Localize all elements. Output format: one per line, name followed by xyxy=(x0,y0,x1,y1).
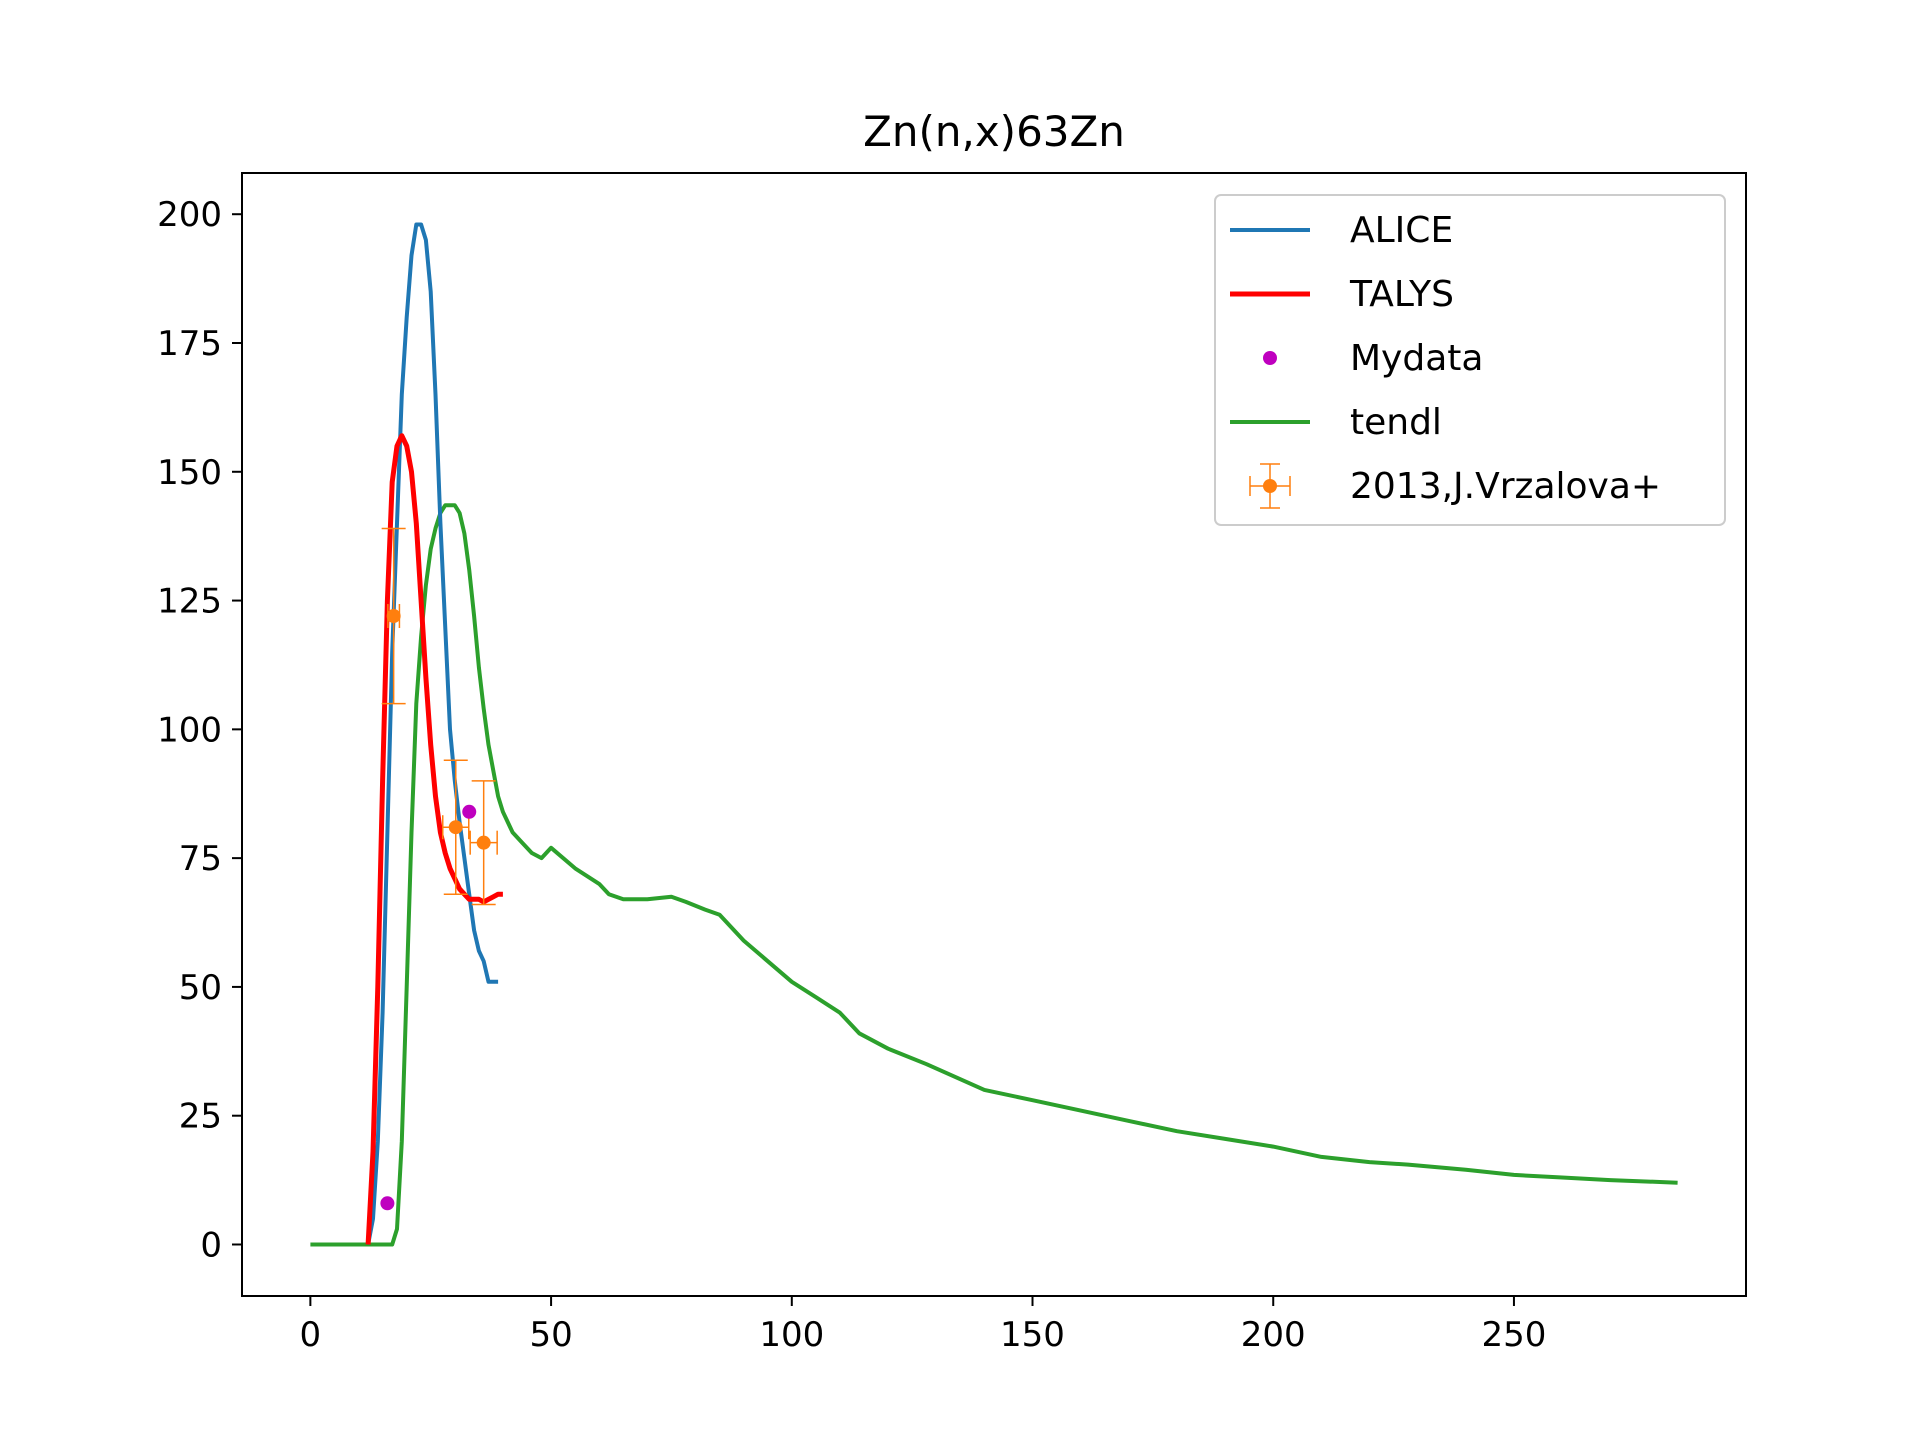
y-tick-label: 0 xyxy=(200,1225,222,1265)
y-tick-label: 150 xyxy=(157,453,222,493)
y-tick-label: 50 xyxy=(179,968,222,1008)
legend-item-talys: TALYS xyxy=(1230,274,1454,315)
errorbar-point xyxy=(469,780,498,906)
chart-title: Zn(n,x)63Zn xyxy=(863,107,1125,156)
data-point-mydata xyxy=(380,1196,395,1211)
y-tick-label: 125 xyxy=(157,582,222,622)
y-tick-label: 25 xyxy=(179,1097,222,1137)
plot-frame xyxy=(241,172,1747,1297)
errorbar-point xyxy=(442,759,470,895)
error-point-marker xyxy=(476,835,491,850)
x-tick-label: 150 xyxy=(1000,1315,1065,1355)
errorbar-point xyxy=(381,527,406,705)
x-tick-label: 200 xyxy=(1241,1315,1306,1355)
legend-box xyxy=(1214,194,1726,526)
legend-item-2013-j-vrzalova: 2013,J.Vrzalova+ xyxy=(1249,463,1661,509)
y-tick-label: 75 xyxy=(179,839,222,879)
x-tick-label: 250 xyxy=(1481,1315,1546,1355)
error-point-marker xyxy=(448,820,463,835)
x-tick-label: 50 xyxy=(529,1315,572,1355)
x-tick-label: 0 xyxy=(300,1315,322,1355)
series-line-talys xyxy=(365,433,503,1245)
series-line-tendl xyxy=(310,503,1678,1247)
legend-swatch-mydata xyxy=(1263,351,1277,365)
y-tick-label: 100 xyxy=(157,710,222,750)
legend-item-alice: ALICE xyxy=(1230,210,1453,251)
legend-label-2013-j-vrzalova: 2013,J.Vrzalova+ xyxy=(1350,466,1661,507)
legend-item-tendl: tendl xyxy=(1230,402,1442,443)
x-tick-label: 100 xyxy=(759,1315,824,1355)
legend-swatch-2013-j-vrzalova xyxy=(1263,479,1277,493)
legend-item-mydata: Mydata xyxy=(1263,338,1483,379)
y-tick-label: 200 xyxy=(157,195,222,235)
series-line-alice xyxy=(366,222,499,1245)
legend-label-tendl: tendl xyxy=(1350,402,1442,443)
y-tick-label: 175 xyxy=(157,324,222,364)
legend-label-talys: TALYS xyxy=(1349,274,1454,315)
legend-label-alice: ALICE xyxy=(1350,210,1453,251)
legend-label-mydata: Mydata xyxy=(1350,338,1483,379)
error-point-marker xyxy=(386,609,401,624)
data-point-mydata xyxy=(462,804,477,819)
